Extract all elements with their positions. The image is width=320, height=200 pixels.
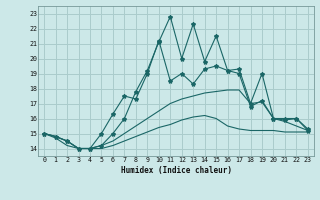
X-axis label: Humidex (Indice chaleur): Humidex (Indice chaleur) bbox=[121, 166, 231, 175]
